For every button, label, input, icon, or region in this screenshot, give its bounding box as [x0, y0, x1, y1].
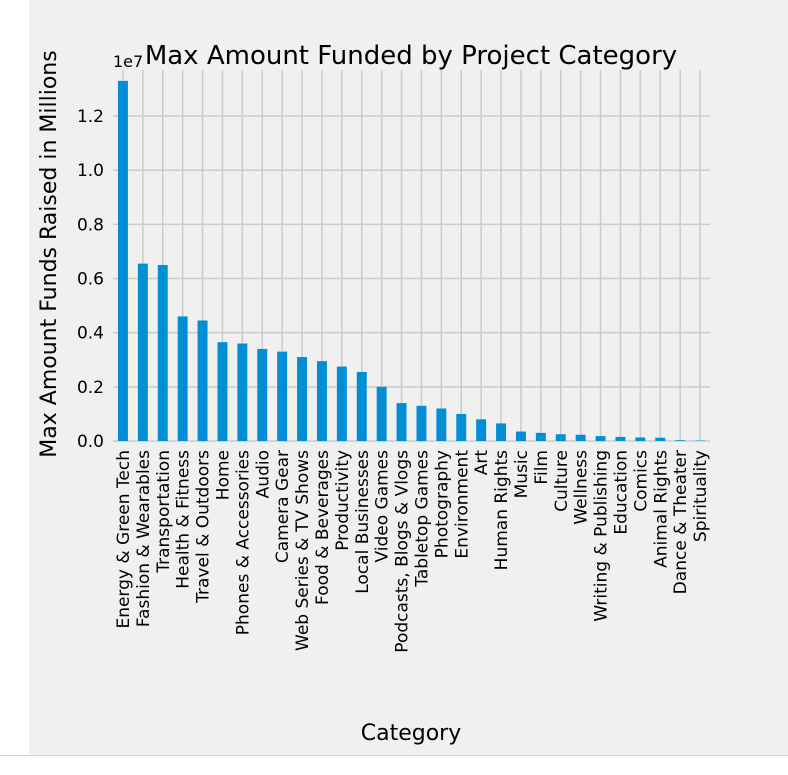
x-tick-label: Writing & Publishing [592, 450, 612, 622]
y-tick-label: 0.0 [77, 432, 104, 452]
bar [257, 349, 267, 441]
bar [635, 437, 645, 441]
bar [615, 437, 625, 441]
bar [178, 316, 188, 441]
bar [397, 403, 407, 441]
y-tick-label: 1.2 [77, 107, 104, 127]
x-tick-label: Audio [253, 450, 273, 498]
x-tick-label: Environment [452, 450, 472, 559]
x-tick-label: Transportation [154, 450, 174, 574]
x-tick-label: Film [532, 450, 552, 485]
bar [436, 409, 446, 441]
offset-label: 1e7 [113, 52, 143, 71]
bar [536, 433, 546, 441]
y-tick-label: 0.2 [77, 378, 104, 398]
x-tick-label: Photography [432, 450, 452, 558]
chart-title: Max Amount Funded by Project Category [145, 41, 677, 71]
x-tick-label: Music [512, 450, 532, 498]
x-tick-label: Education [611, 450, 631, 535]
x-tick-label: Local Businesses [353, 450, 373, 594]
bar [277, 352, 287, 441]
bar [456, 414, 466, 441]
bar [576, 435, 586, 441]
x-tick-label: Tabletop Games [412, 450, 432, 588]
x-tick-label: Podcasts, Blogs & Vlogs [393, 450, 413, 653]
x-tick-label: Productivity [333, 450, 353, 551]
y-axis-label: Max Amount Funds Raised in Millions [37, 50, 62, 457]
x-tick-label: Video Games [373, 450, 393, 563]
x-tick-label: Phones & Accessories [233, 450, 253, 635]
x-tick-label: Human Rights [492, 450, 512, 570]
x-tick-label: Energy & Green Tech [114, 450, 134, 629]
bar [138, 264, 148, 441]
bar [655, 438, 665, 441]
bar [337, 367, 347, 441]
x-tick-label: Art [472, 450, 492, 476]
x-tick-label: Dance & Theater [671, 450, 691, 594]
bar [675, 440, 685, 441]
bar [357, 372, 367, 441]
bar [237, 344, 247, 441]
y-tick-label: 0.8 [77, 215, 104, 235]
bar [217, 342, 227, 441]
bar [297, 357, 307, 441]
x-tick-label: Comics [631, 450, 651, 512]
x-tick-label: Wellness [572, 450, 592, 525]
bar [556, 434, 566, 441]
bar [476, 419, 486, 441]
x-tick-label: Health & Fitness [174, 450, 194, 589]
y-tick-labels: 0.0 0.2 0.4 0.6 0.8 1.0 1.2 [77, 107, 104, 452]
bar [377, 387, 387, 441]
x-tick-label: Web Series & TV Shows [293, 450, 313, 651]
x-tick-label: Camera Gear [273, 450, 293, 563]
bar [198, 320, 208, 441]
y-tick-label: 1.0 [77, 161, 104, 181]
x-tick-label: Culture [552, 450, 572, 512]
bar [596, 436, 606, 441]
x-tick-label: Fashion & Wearables [134, 450, 154, 627]
x-tick-label: Spirituality [691, 450, 711, 542]
bar [416, 406, 426, 441]
y-tick-label: 0.4 [77, 324, 104, 344]
x-tick-label: Food & Beverages [313, 450, 333, 605]
bar [516, 432, 526, 441]
x-tick-label: Animal Rights [651, 450, 671, 568]
bar [158, 265, 168, 441]
x-tick-label: Travel & Outdoors [194, 450, 214, 604]
bar [118, 81, 128, 441]
bar [317, 361, 327, 441]
x-tick-label: Home [213, 450, 233, 500]
bar [496, 423, 506, 441]
x-axis-label: Category [361, 721, 462, 746]
y-tick-label: 0.6 [77, 270, 104, 290]
